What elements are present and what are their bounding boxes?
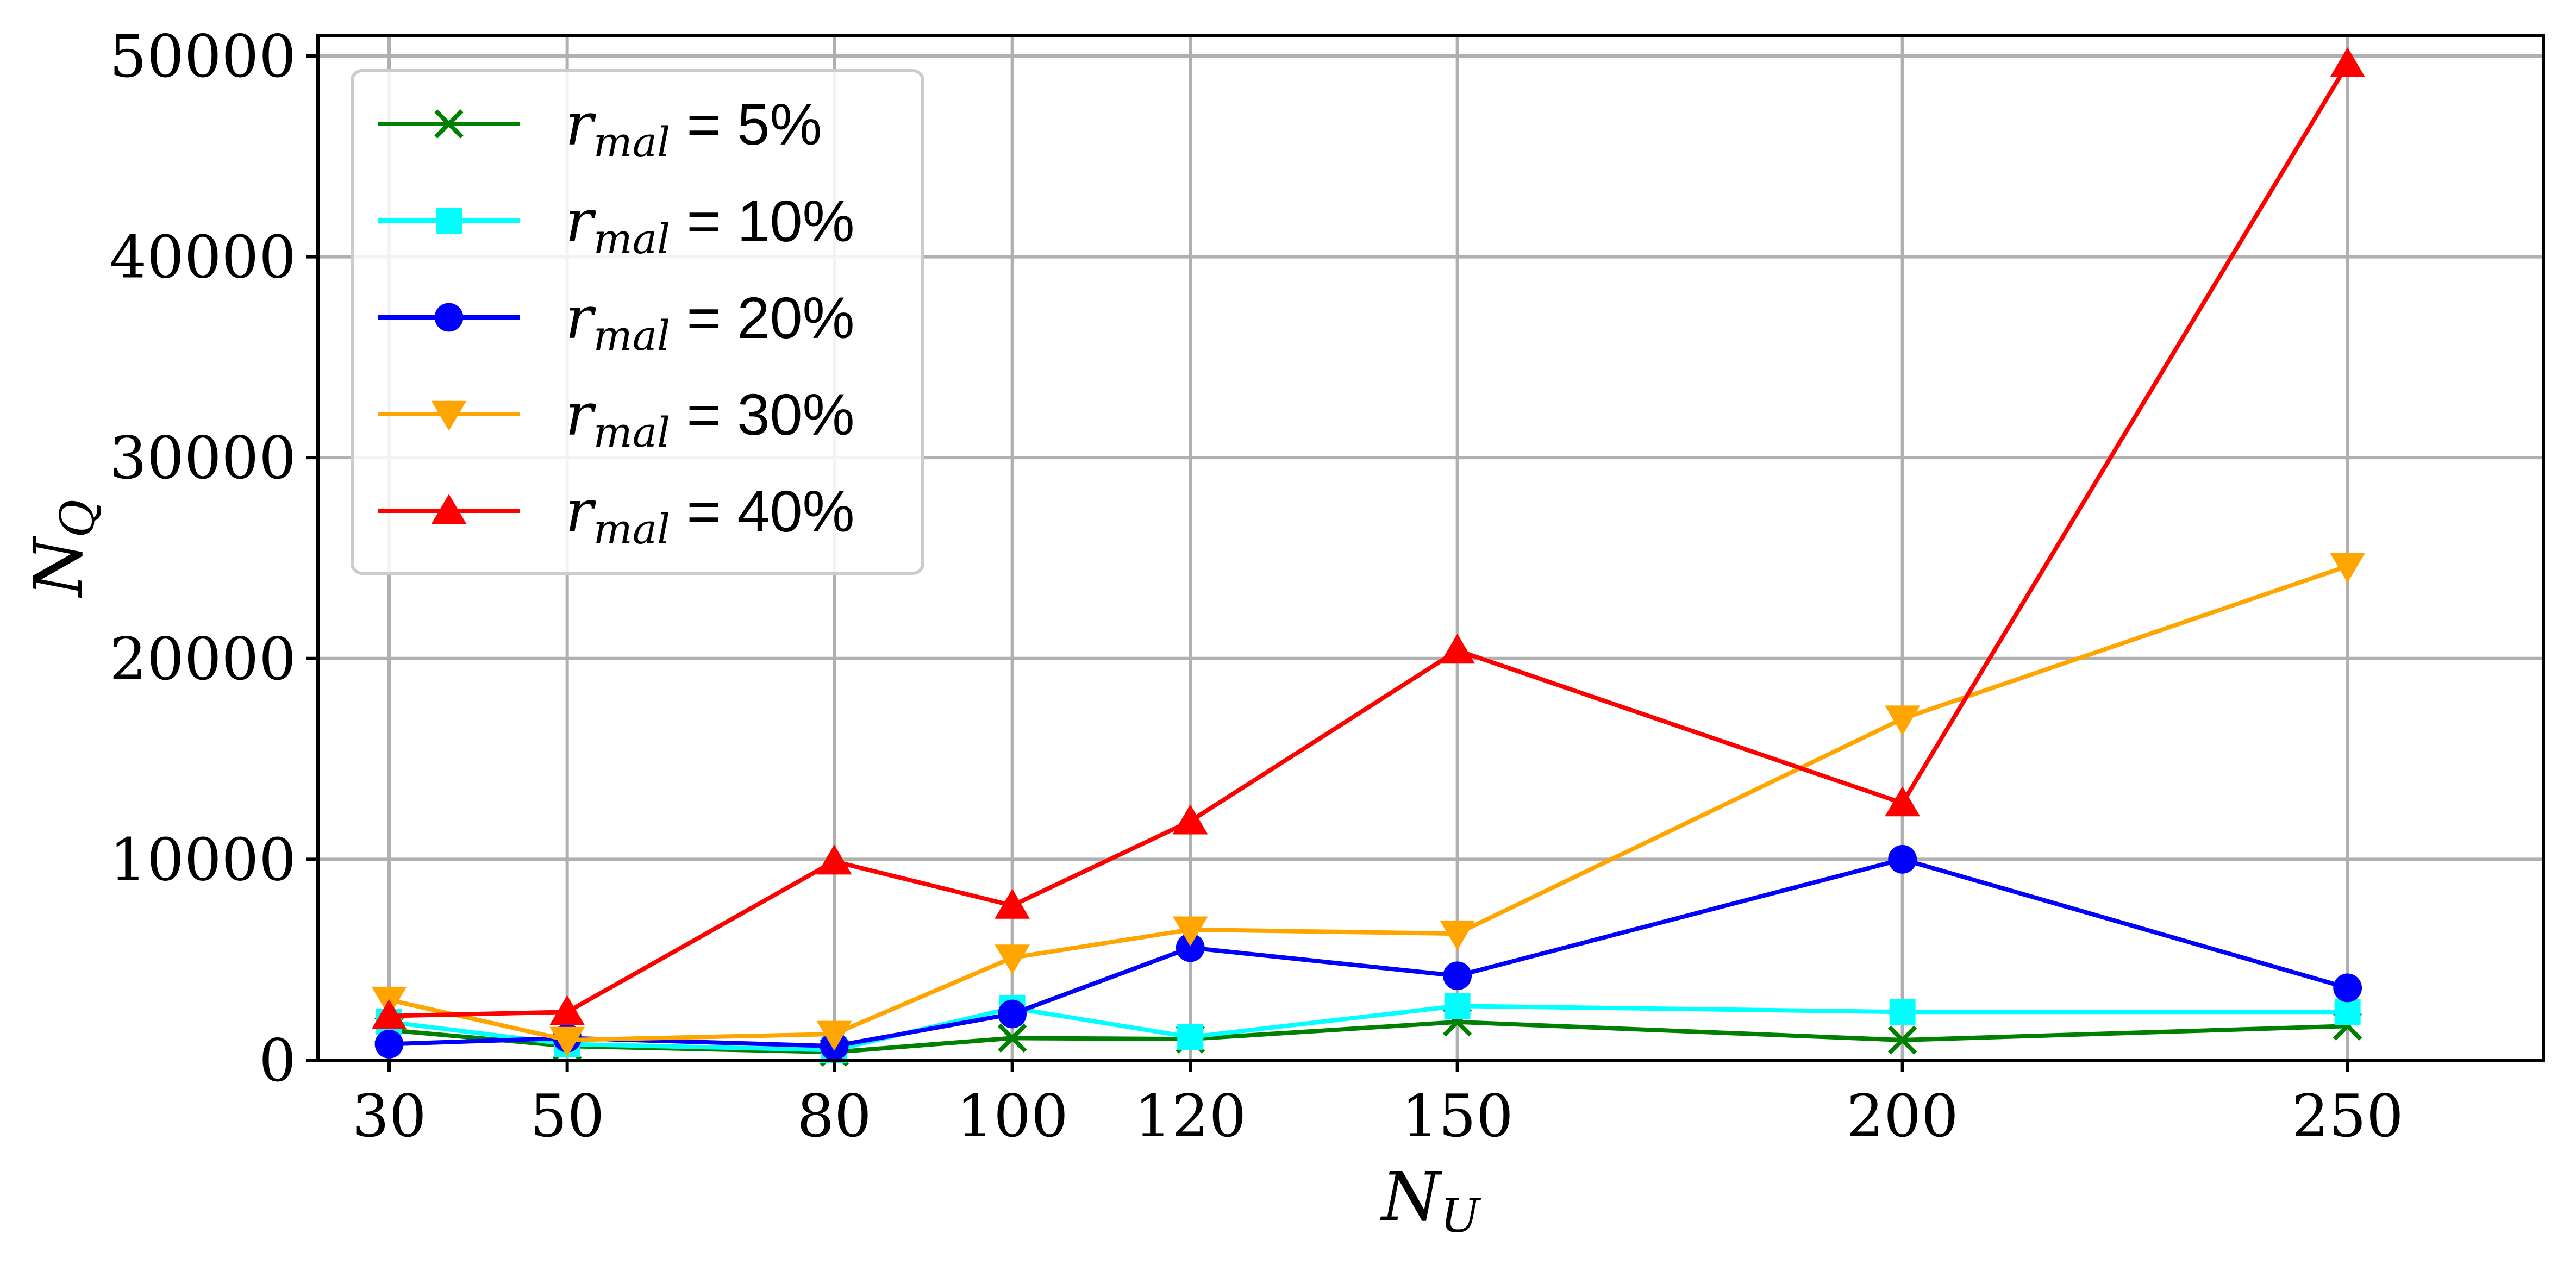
triangle-up-marker: [1885, 786, 1921, 817]
circle-marker: [1176, 933, 1205, 962]
legend-var-main: r: [565, 187, 596, 255]
square-marker: [436, 208, 462, 234]
circle-marker: [2333, 973, 2362, 1003]
x-marker: [1887, 1025, 1917, 1055]
circle-marker: [998, 999, 1027, 1029]
square-marker: [1177, 1024, 1204, 1050]
legend-label: rmal = 20%: [565, 284, 855, 360]
x-axis-label-main: N: [1380, 1158, 1443, 1236]
y-axis-label: NQ: [20, 499, 105, 598]
circle-marker: [434, 303, 464, 332]
y-axis-label-sub: Q: [51, 499, 105, 538]
legend-var-sub: mal: [593, 215, 671, 263]
plot-frame: [316, 34, 2545, 1062]
legend-item: rmal = 20%: [378, 284, 855, 360]
x-tick-label: 250: [2292, 1082, 2404, 1150]
circle-marker: [1443, 961, 1472, 991]
x-tick-label: 150: [1402, 1082, 1514, 1150]
circle-marker: [1888, 844, 1917, 874]
y-axis-label-main: N: [20, 535, 98, 598]
y-tick-label: 30000: [109, 424, 296, 492]
legend-var-main: r: [565, 284, 596, 352]
y-tick-label: 50000: [109, 23, 296, 91]
y-axis: 0 10000 20000 30000 40000 50000: [109, 23, 318, 1095]
legend-value: = 20%: [670, 285, 854, 350]
triangle-down-marker: [1440, 920, 1475, 950]
legend-label: rmal = 30%: [565, 381, 855, 456]
legend-item: rmal = 30%: [378, 381, 855, 456]
triangle-down-marker: [1172, 916, 1208, 947]
legend-value: = 10%: [670, 188, 854, 254]
legend: rmal = 5%rmal = 10%rmal = 20%rmal = 30%r…: [351, 69, 924, 575]
x-axis: 30 50 80 100 120 150 200 250: [352, 1060, 2404, 1150]
legend-item: rmal = 5%: [378, 91, 822, 166]
circle-marker: [374, 1030, 404, 1059]
series-5: [371, 47, 2366, 1029]
x-marker: [997, 1023, 1027, 1053]
legend-item: rmal = 10%: [378, 187, 855, 263]
legend-var-main: r: [565, 91, 596, 159]
y-tick-label: 10000: [109, 826, 296, 894]
triangle-down-marker: [995, 944, 1030, 975]
x-tick-label: 80: [797, 1082, 871, 1150]
triangle-up-marker: [431, 494, 467, 524]
triangle-up-marker: [549, 995, 585, 1025]
x-marker-stroke: [434, 109, 464, 139]
triangle-down-marker: [2330, 553, 2366, 583]
legend-var-main: r: [565, 478, 596, 546]
x-marker-stroke: [1887, 1025, 1917, 1055]
x-tick-label: 200: [1847, 1082, 1959, 1150]
x-axis-label-sub: U: [1441, 1189, 1481, 1243]
legend-value: = 40%: [670, 478, 854, 544]
triangle-up-marker: [371, 999, 407, 1029]
triangle-up-marker: [816, 844, 852, 875]
legend-label: rmal = 40%: [565, 478, 855, 553]
x-marker-stroke: [997, 1023, 1027, 1053]
triangle-up-marker: [2330, 47, 2366, 78]
triangle-down-marker: [816, 1020, 852, 1051]
y-tick-label: 40000: [109, 224, 296, 292]
y-tick-label: 20000: [109, 625, 296, 693]
square-marker: [1889, 999, 1916, 1025]
y-tick-label: 0: [259, 1027, 296, 1095]
series-line: [389, 1004, 2348, 1053]
square-marker: [1444, 993, 1471, 1019]
triangle-down-marker: [431, 400, 467, 431]
x-marker: [434, 109, 464, 139]
triangle-up-marker: [995, 888, 1030, 919]
x-tick-label: 30: [352, 1082, 426, 1150]
legend-var-sub: mal: [593, 408, 671, 456]
x-tick-label: 120: [1134, 1082, 1246, 1150]
legend-label: rmal = 5%: [565, 91, 822, 166]
legend-var-sub: mal: [593, 505, 671, 553]
triangle-up-marker: [1172, 804, 1208, 835]
x-tick-label: 100: [956, 1082, 1068, 1150]
series-line: [389, 564, 2348, 1043]
legend-label: rmal = 10%: [565, 187, 855, 263]
triangle-up-marker: [1440, 634, 1475, 664]
legend-value: = 30%: [670, 381, 854, 447]
legend-box: [351, 69, 924, 575]
triangle-down-marker: [1885, 705, 1921, 736]
triangle-down-marker: [549, 1026, 585, 1057]
x-axis-label: NU: [1380, 1158, 1481, 1243]
legend-var-sub: mal: [593, 118, 671, 166]
square-marker: [2334, 999, 2361, 1025]
legend-var-main: r: [565, 381, 596, 449]
legend-item: rmal = 40%: [378, 478, 855, 553]
legend-value: = 5%: [670, 91, 822, 157]
x-tick-label: 50: [530, 1082, 604, 1150]
series-line: [389, 62, 2350, 1018]
legend-var-sub: mal: [593, 311, 671, 360]
